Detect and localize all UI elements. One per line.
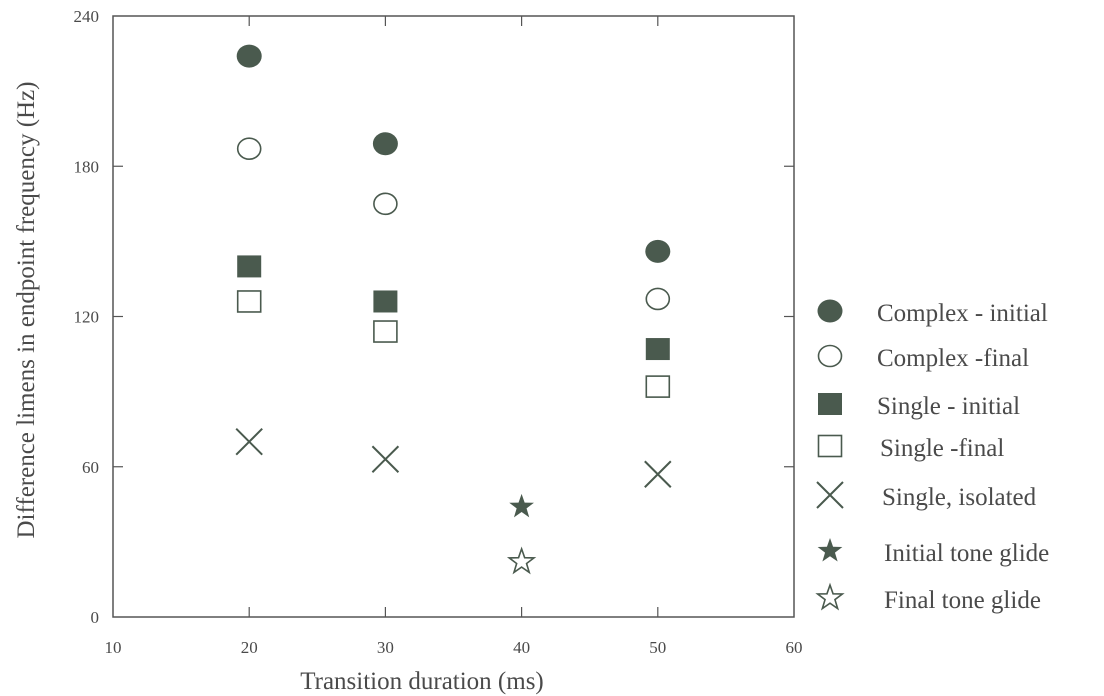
y-tick-label: 180 [74, 157, 100, 176]
data-point [645, 239, 671, 263]
y-tick-label: 60 [82, 458, 99, 477]
data-point [644, 460, 672, 488]
legend-label: Complex - initial [877, 300, 1048, 327]
legend-marker [816, 481, 844, 509]
legend-label: Single -final [880, 435, 1004, 462]
data-point [373, 320, 398, 343]
data-point [236, 137, 262, 161]
legend-marker [817, 344, 843, 368]
x-tick-label: 10 [105, 638, 122, 657]
legend-marker [815, 582, 845, 611]
legend-label: Final tone glide [884, 587, 1041, 614]
data-point [372, 132, 398, 156]
data-point [371, 445, 400, 473]
y-axis-label: Difference limens in endpoint frequency … [13, 82, 40, 539]
data-point [236, 290, 262, 313]
data-point [645, 375, 671, 398]
data-point [236, 44, 262, 68]
y-tick-label: 240 [74, 7, 100, 26]
x-tick-label: 50 [649, 638, 666, 657]
data-points [235, 44, 672, 575]
data-point [373, 192, 398, 216]
data-point [506, 546, 537, 575]
plot-frame [112, 15, 795, 618]
x-tick-label: 60 [786, 638, 803, 657]
y-tick-label: 0 [91, 608, 100, 627]
legend-label: Initial tone glide [884, 540, 1049, 567]
data-point [373, 290, 398, 313]
legend: Complex - initial Complex -final Single - … [815, 299, 1049, 614]
legend-label: Single, isolated [882, 484, 1037, 511]
y-tick-label: 120 [74, 308, 100, 327]
y-axis-ticks: 0 60 120 180 240 [74, 7, 794, 627]
data-point [645, 338, 670, 361]
data-point [237, 255, 262, 278]
legend-marker [817, 538, 843, 562]
data-point [509, 493, 534, 518]
legend-label: Single - initial [877, 393, 1020, 420]
x-axis-ticks: 10 20 30 40 50 60 [105, 16, 803, 657]
x-tick-label: 30 [377, 638, 394, 657]
legend-marker [817, 299, 843, 323]
x-tick-label: 40 [513, 638, 530, 657]
legend-marker [818, 393, 842, 415]
x-axis-label: Transition duration (ms) [300, 668, 544, 695]
data-point [645, 287, 671, 311]
data-point [235, 428, 263, 456]
legend-marker [817, 434, 843, 458]
legend-label: Complex -final [877, 345, 1029, 372]
x-tick-label: 20 [241, 638, 258, 657]
